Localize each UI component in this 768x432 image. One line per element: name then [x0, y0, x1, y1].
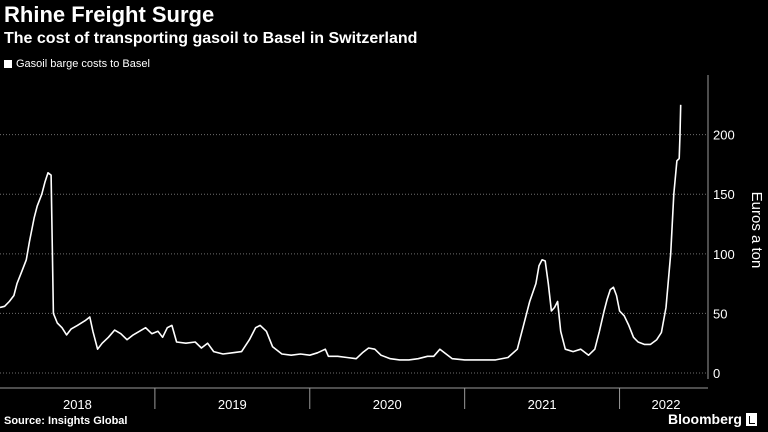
series-line: [0, 104, 682, 361]
y-axis-label: Euros a ton: [748, 192, 765, 269]
y-tick-label: 50: [713, 306, 727, 321]
x-tick-label: 2021: [528, 397, 557, 412]
y-tick-label: 0: [713, 366, 720, 381]
chart-title: Rhine Freight Surge: [4, 2, 215, 27]
bloomberg-logo-icon: [745, 412, 757, 426]
y-tick-label: 150: [713, 187, 735, 202]
x-tick-label: 2018: [63, 397, 92, 412]
series-layer: [0, 104, 682, 361]
legend: Gasoil barge costs to Basel: [4, 58, 150, 70]
x-tick-label: 2022: [652, 397, 681, 412]
brand-name: Bloomberg: [668, 411, 742, 427]
x-tick-label: 2020: [373, 397, 402, 412]
legend-swatch: [4, 60, 12, 68]
x-tick-label: 2019: [218, 397, 247, 412]
chart-subtitle: The cost of transporting gasoil to Basel…: [4, 30, 418, 47]
source-note: Source: Insights Global: [4, 415, 128, 427]
legend-label: Gasoil barge costs to Basel: [16, 58, 150, 70]
y-tick-label: 100: [713, 247, 735, 262]
y-axis-ticks: 0 50 100 150 200: [707, 75, 735, 381]
y-tick-label: 200: [713, 128, 735, 143]
chart-gridlines: [0, 134, 708, 374]
brand-logo: Bloomberg: [668, 411, 757, 427]
x-axis: 2018 2019 2020 2021 2022: [0, 387, 708, 412]
